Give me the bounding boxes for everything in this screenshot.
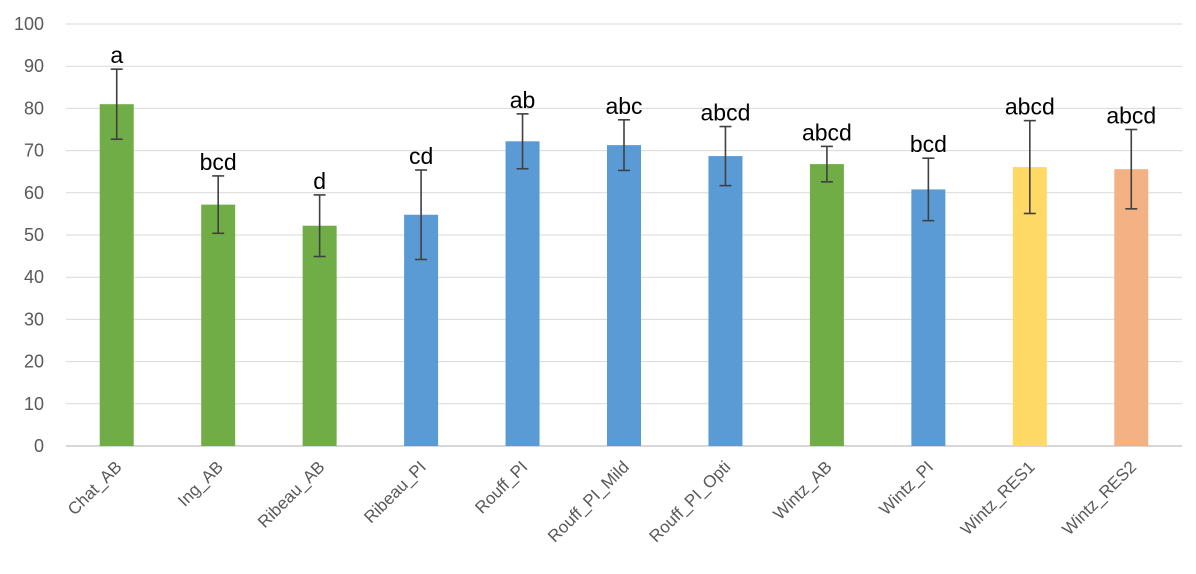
error-bar: [212, 175, 225, 235]
significance-letter: bcd: [200, 149, 237, 175]
x-axis-ticks: Chat_AB Ing_AB Ribeau_AB Ribeau_PI Rouff_PI R…: [64, 457, 1140, 546]
x-tick-label: Ribeau_AB: [254, 457, 328, 531]
error-bar: [110, 68, 123, 141]
bar: [201, 204, 236, 446]
bar: [708, 156, 743, 446]
bar: [99, 104, 134, 447]
error-bar: [313, 194, 326, 258]
bar: [505, 141, 540, 447]
bars: [99, 104, 1149, 447]
bar: [302, 225, 337, 446]
y-axis-ticks: 0 10 20 30 40 50 60 70 80 90 100: [14, 14, 44, 456]
error-bar: [415, 169, 428, 261]
x-tick-label: Rouff_PI_Mild: [544, 457, 633, 546]
y-tick-label: 90: [24, 56, 44, 76]
error-bar: [1023, 119, 1036, 215]
significance-letter: a: [110, 42, 123, 68]
significance-letter: ab: [510, 87, 536, 113]
bar: [911, 189, 946, 446]
y-tick-label: 20: [24, 352, 44, 372]
y-tick-label: 70: [24, 141, 44, 161]
x-tick-label: Ing_AB: [174, 457, 227, 510]
significance-letter: d: [313, 168, 326, 194]
error-bar: [516, 113, 529, 170]
x-tick-label: Wintz_RES1: [957, 457, 1039, 539]
x-tick-label: Wintz_PI: [876, 457, 938, 519]
x-tick-label: Wintz_RES2: [1059, 457, 1141, 539]
x-tick-label: Wintz_AB: [770, 457, 836, 523]
bar: [1114, 169, 1149, 446]
y-tick-label: 10: [24, 394, 44, 414]
y-tick-label: 100: [14, 14, 44, 34]
significance-letter: abcd: [1106, 103, 1156, 129]
y-tick-label: 0: [34, 436, 44, 456]
y-tick-label: 50: [24, 225, 44, 245]
significance-letter: bcd: [910, 131, 947, 157]
bar: [607, 145, 641, 446]
significance-letter: abc: [605, 93, 642, 119]
error-bar: [618, 118, 630, 172]
error-bar: [1125, 128, 1138, 210]
error-bar: [922, 157, 935, 222]
y-tick-label: 30: [24, 309, 44, 329]
significance-letter: cd: [409, 143, 433, 169]
x-tick-label: Rouff_PI: [471, 457, 531, 517]
error-bar: [719, 125, 732, 187]
y-tick-label: 40: [24, 267, 44, 287]
x-tick-label: Rouff_PI_Opti: [646, 457, 735, 546]
y-tick-label: 80: [24, 98, 44, 118]
significance-letter: abcd: [1005, 94, 1055, 120]
error-bar: [820, 145, 833, 183]
error-bars: [110, 68, 1138, 261]
x-tick-label: Ribeau_PI: [360, 457, 430, 527]
significance-letter: abcd: [802, 119, 852, 145]
x-tick-label: Chat_AB: [64, 457, 126, 519]
y-tick-label: 60: [24, 183, 44, 203]
bar: [809, 164, 844, 446]
significance-letter: abcd: [701, 100, 751, 126]
